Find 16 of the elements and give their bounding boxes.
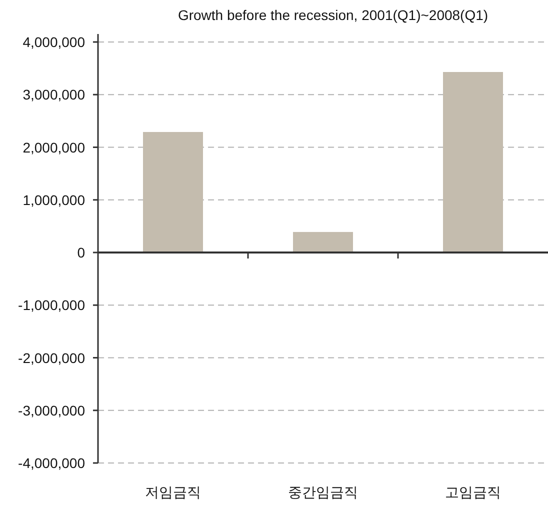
y-tick-label: -1,000,000 <box>18 297 86 314</box>
bar <box>443 72 503 252</box>
y-tick-label: 0 <box>77 244 86 260</box>
y-tick-label: 1,000,000 <box>22 192 86 208</box>
y-tick-label: -4,000,000 <box>18 455 86 471</box>
bar <box>143 132 203 252</box>
x-tick-label: 고임금직 <box>445 484 501 500</box>
y-tick-label: 2,000,000 <box>22 139 86 156</box>
x-tick-label: 저임금직 <box>145 484 201 500</box>
y-tick-label: -3,000,000 <box>18 402 86 418</box>
x-tick-label: 중간임금직 <box>288 484 358 500</box>
bar <box>293 232 353 252</box>
y-tick-label: -2,000,000 <box>18 350 86 366</box>
chart-title: Growth before the recession, 2001(Q1)~2008(Q1) <box>178 7 488 23</box>
y-tick-label: 3,000,000 <box>22 86 86 103</box>
y-tick-label: 4,000,000 <box>22 34 86 50</box>
